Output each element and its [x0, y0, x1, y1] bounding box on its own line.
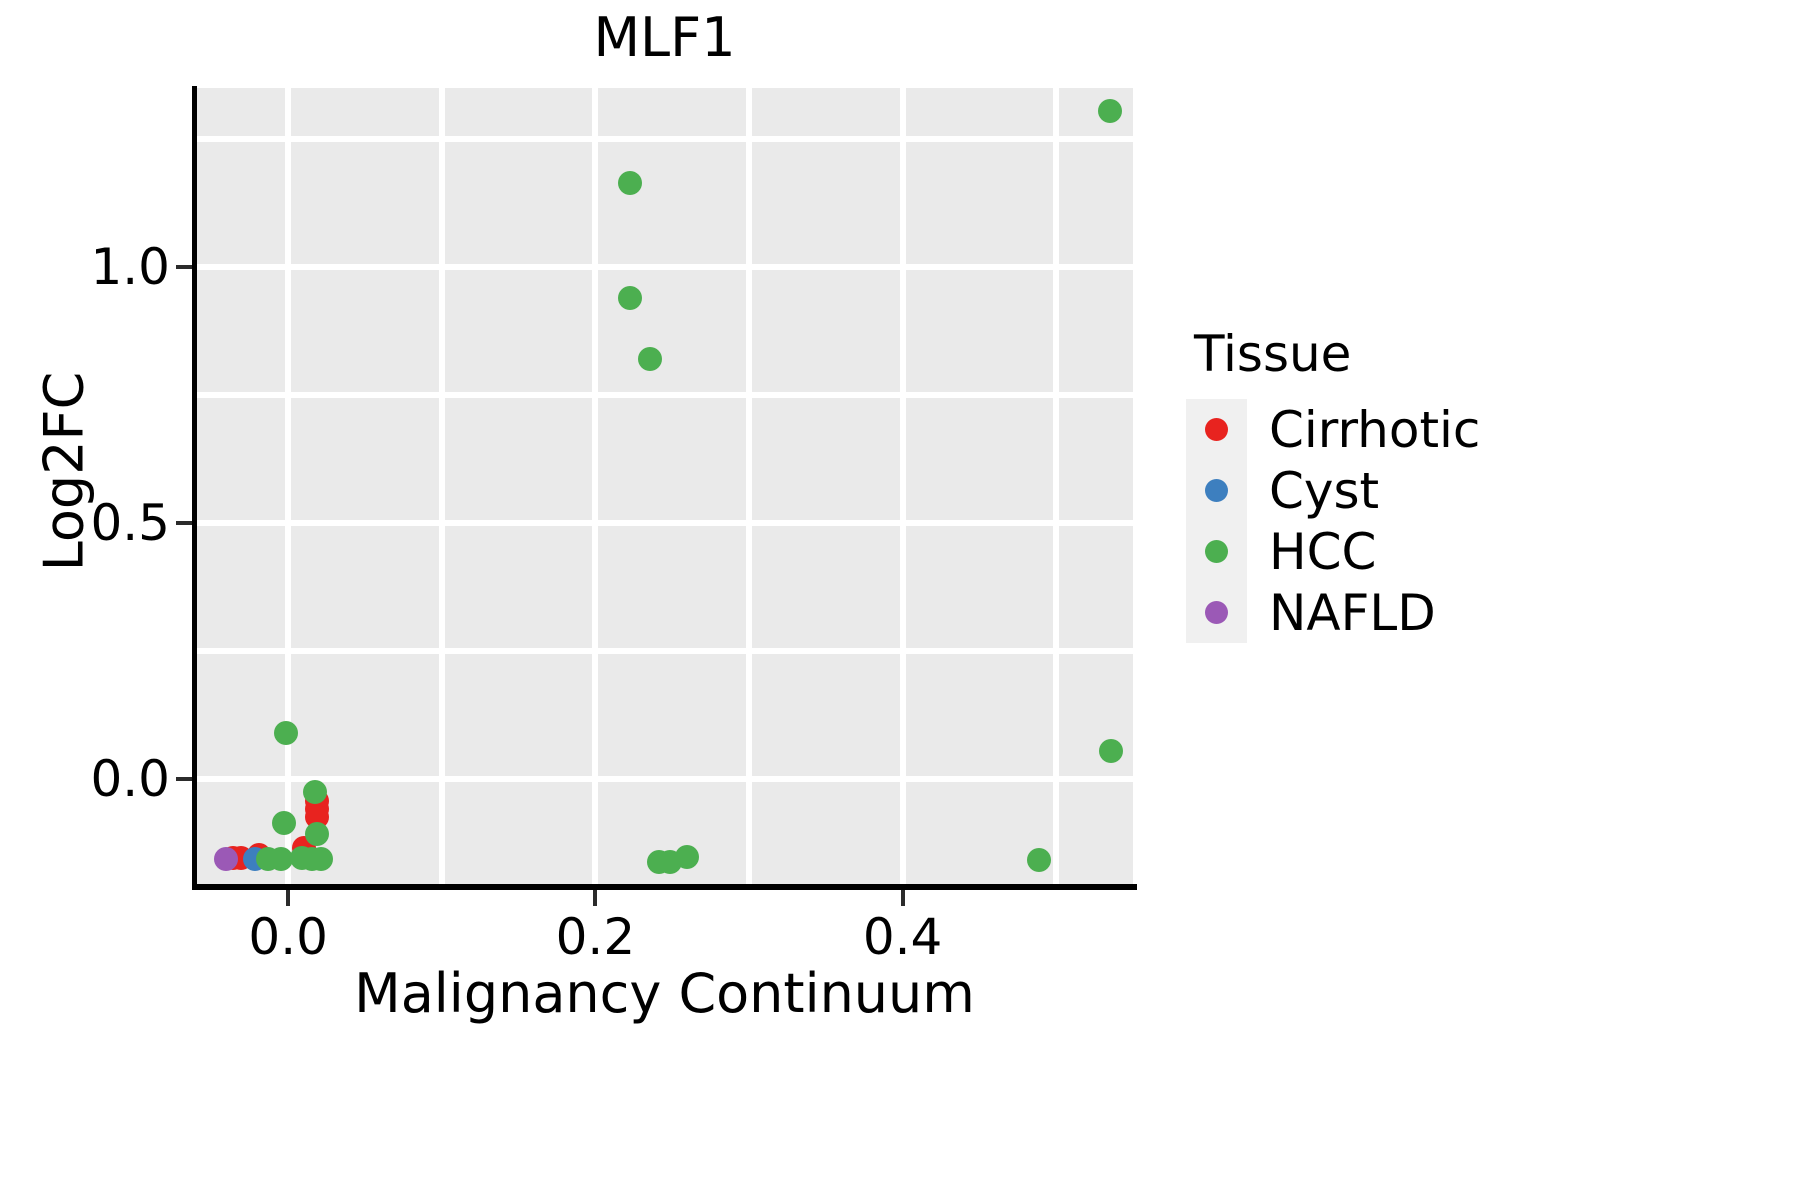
legend-entry-label: Cyst — [1269, 461, 1380, 520]
legend-entries: Cirrhotic Cyst HCC NAFLD — [1186, 399, 1606, 643]
gridline-horizontal — [196, 136, 1133, 143]
legend-entry-cyst[interactable]: Cyst — [1186, 460, 1606, 521]
y-tick — [176, 521, 192, 526]
scatter-point-hcc — [637, 347, 662, 372]
plot-panel — [196, 88, 1133, 884]
y-tick-label: 0.0 — [90, 750, 170, 809]
scatter-point-hcc — [1098, 738, 1123, 763]
gridline-horizontal — [196, 520, 1133, 527]
gridline-vertical — [592, 88, 599, 884]
legend-entry-label: HCC — [1269, 522, 1377, 581]
y-axis-spine — [192, 86, 197, 886]
scatter-point-hcc — [309, 847, 334, 872]
scatter-point-nafld — [213, 847, 238, 872]
legend-marker-icon — [1205, 479, 1228, 502]
legend-marker-icon — [1205, 601, 1228, 624]
gridline-horizontal — [196, 776, 1133, 783]
legend-entry-label: NAFLD — [1269, 583, 1436, 642]
legend-entry-nafld[interactable]: NAFLD — [1186, 582, 1606, 643]
scatter-point-hcc — [269, 847, 294, 872]
legend-swatch — [1186, 399, 1247, 460]
legend-swatch — [1186, 582, 1247, 643]
scatter-point-hcc — [674, 844, 699, 869]
scatter-point-hcc — [272, 810, 297, 835]
gridline-vertical — [1053, 88, 1060, 884]
gridline-vertical — [285, 88, 292, 884]
x-axis-label: Malignancy Continuum — [354, 962, 975, 1025]
legend-swatch — [1186, 521, 1247, 582]
y-tick-label: 0.5 — [90, 494, 170, 553]
legend: Tissue Cirrhotic Cyst HCC NAFLD — [1186, 325, 1606, 643]
gridline-vertical — [899, 88, 906, 884]
scatter-point-hcc — [1026, 847, 1051, 872]
scatter-point-hcc — [304, 822, 329, 847]
legend-entry-cirrhotic[interactable]: Cirrhotic — [1186, 399, 1606, 460]
scatter-point-hcc — [273, 720, 298, 745]
x-tick — [900, 890, 905, 906]
gridline-horizontal — [196, 264, 1133, 271]
y-tick — [176, 265, 192, 270]
scatter-point-hcc — [303, 780, 328, 805]
legend-marker-icon — [1205, 540, 1228, 563]
x-tick — [593, 890, 598, 906]
legend-entry-hcc[interactable]: HCC — [1186, 521, 1606, 582]
gridline-horizontal — [196, 392, 1133, 399]
gridline-horizontal — [196, 648, 1133, 655]
scatter-point-hcc — [617, 170, 642, 195]
legend-swatch — [1186, 460, 1247, 521]
y-tick — [176, 777, 192, 782]
x-tick-label: 0.0 — [248, 908, 328, 966]
x-tick-label: 0.2 — [555, 908, 636, 966]
gridline-vertical — [438, 88, 445, 884]
x-tick-label: 0.4 — [862, 908, 943, 966]
legend-entry-label: Cirrhotic — [1269, 400, 1481, 459]
scatter-point-hcc — [1097, 99, 1122, 124]
x-tick — [286, 890, 291, 906]
x-axis-spine — [192, 884, 1137, 890]
page-title: MLF1 — [593, 6, 736, 69]
y-axis-label: Log2FC — [32, 371, 96, 572]
gridline-vertical — [745, 88, 752, 884]
legend-marker-icon — [1205, 418, 1228, 441]
y-tick-label: 1.0 — [90, 238, 170, 297]
scatter-point-hcc — [617, 285, 642, 310]
legend-title: Tissue — [1194, 325, 1352, 383]
